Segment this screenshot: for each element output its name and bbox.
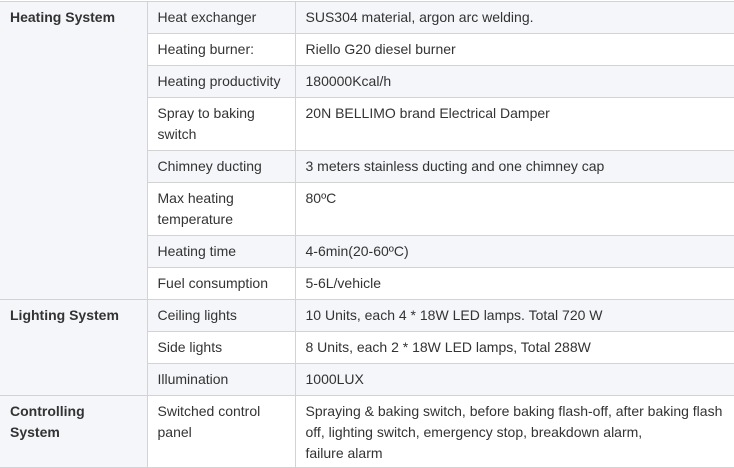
spec-label: Side lights — [146, 331, 296, 364]
spec-value: 1000LUX — [294, 363, 734, 396]
table-row: Spray to baking switch 20N BELLIMO brand… — [0, 97, 734, 151]
table-row: Side lights 8 Units, each 2 * 18W LED la… — [0, 331, 734, 364]
spec-value: 20N BELLIMO brand Electrical Damper — [294, 97, 734, 151]
table-row: Controlling System Switched control pane… — [0, 395, 734, 468]
group-heating-system: Heating System — [0, 1, 148, 300]
table-row: Fuel consumption 5-6L/vehicle — [0, 267, 734, 300]
spec-value: 180000Kcal/h — [294, 65, 734, 98]
table-row: Heating time 4-6min(20-60ºC) — [0, 235, 734, 268]
spec-value: 80ºC — [294, 182, 734, 236]
spec-label: Illumination — [146, 363, 296, 396]
spec-value: 5-6L/vehicle — [294, 267, 734, 300]
spec-value: 10 Units, each 4 * 18W LED lamps. Total … — [294, 299, 734, 332]
spec-value: Spraying & baking switch, before baking … — [294, 395, 734, 468]
spec-value: SUS304 material, argon arc welding. — [294, 1, 734, 34]
spec-label: Heating burner: — [146, 33, 296, 66]
spec-label: Switched control panel — [146, 395, 296, 468]
table-row: Chimney ducting 3 meters stainless ducti… — [0, 150, 734, 183]
spec-value-line: failure alarm — [305, 445, 383, 461]
spec-label: Fuel consumption — [146, 267, 296, 300]
table-row: Max heating temperature 80ºC — [0, 182, 734, 236]
spec-label: Spray to baking switch — [146, 97, 296, 151]
group-lighting-system: Lighting System — [0, 299, 148, 396]
spec-value: 8 Units, each 2 * 18W LED lamps, Total 2… — [294, 331, 734, 364]
group-controlling-system: Controlling System — [0, 395, 148, 468]
spec-label: Max heating temperature — [146, 182, 296, 236]
table-row: Heating System Heat exchanger SUS304 mat… — [0, 1, 734, 300]
spec-value-line: Spraying & baking switch, before baking … — [305, 403, 723, 440]
spec-label: Chimney ducting — [146, 150, 296, 183]
table-row: Lighting System Ceiling lights 10 Units,… — [0, 299, 734, 396]
spec-value: 3 meters stainless ducting and one chimn… — [294, 150, 734, 183]
spec-label: Heat exchanger — [146, 1, 296, 34]
spec-label: Ceiling lights — [146, 299, 296, 332]
spec-label: Heating time — [146, 235, 296, 268]
spec-value: 4-6min(20-60ºC) — [294, 235, 734, 268]
spec-value: Riello G20 diesel burner — [294, 33, 734, 66]
spec-label: Heating productivity — [146, 65, 296, 98]
